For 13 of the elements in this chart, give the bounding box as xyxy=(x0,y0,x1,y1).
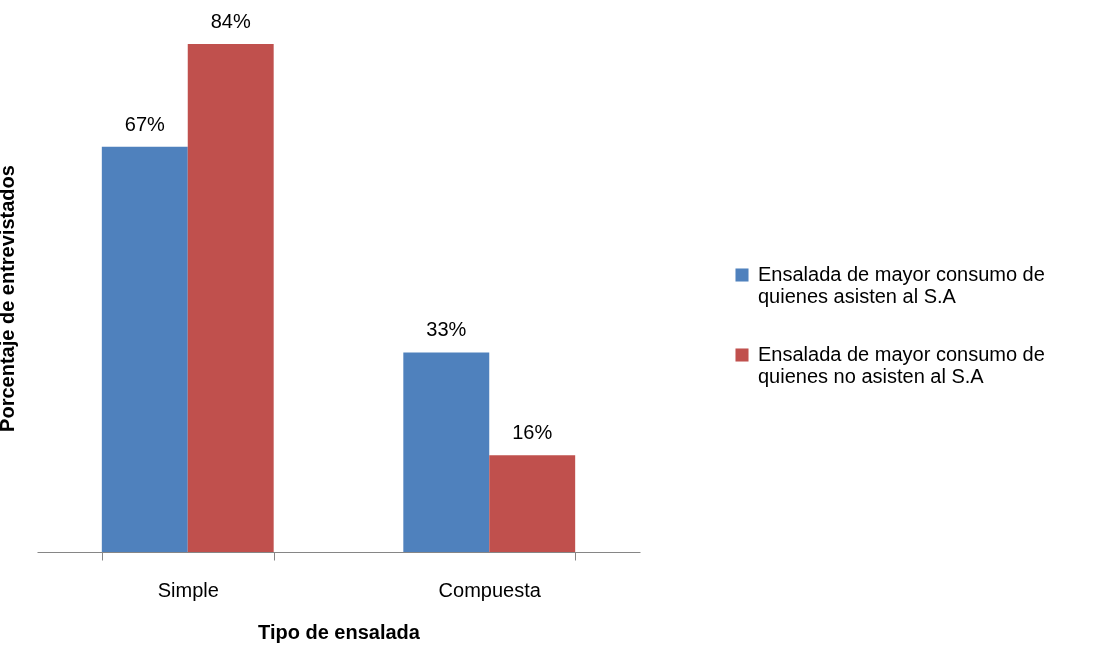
bar xyxy=(187,44,274,552)
legend-label: Ensalada de mayor consumo de quienes asisten al S.A xyxy=(758,263,1045,307)
data-label: 16% xyxy=(512,421,553,444)
data-label: 67% xyxy=(124,112,166,135)
x-tick-label: Compuesta xyxy=(438,578,542,601)
x-tick-label: Simple xyxy=(157,578,219,601)
legend-label: Ensalada de mayor consumo de quienes no asisten al S.A xyxy=(758,343,1045,387)
x-axis-title: Tipo de ensalada xyxy=(258,620,421,643)
data-label: 33% xyxy=(426,318,467,341)
bar xyxy=(403,352,490,552)
bar xyxy=(101,146,188,552)
bar xyxy=(489,455,576,552)
data-label: 84% xyxy=(210,10,251,32)
